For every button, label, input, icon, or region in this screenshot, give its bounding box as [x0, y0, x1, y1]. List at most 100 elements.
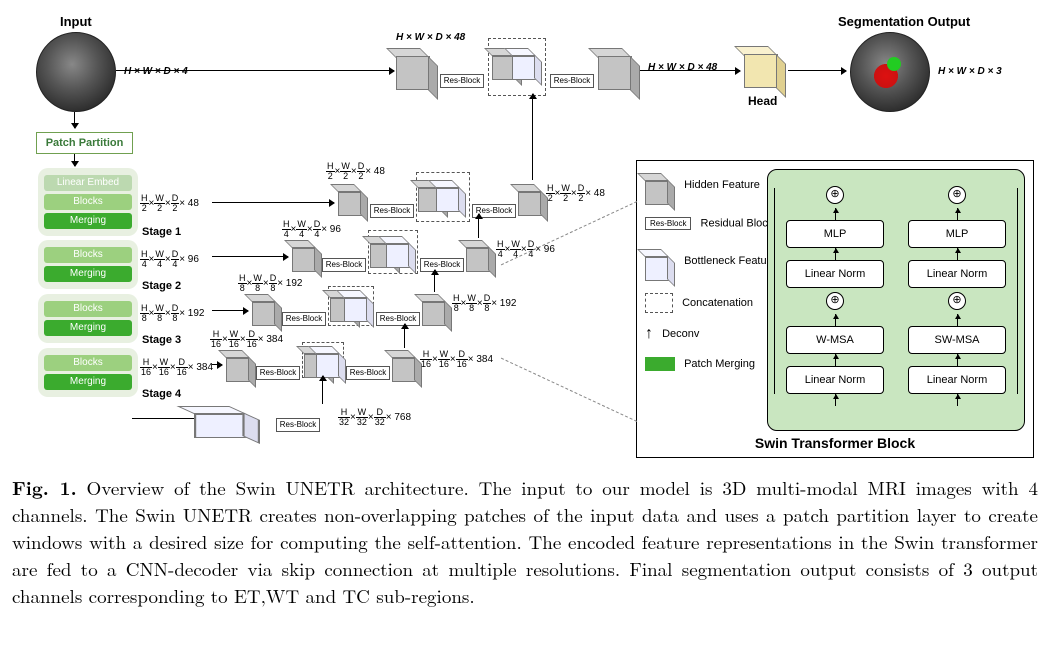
bottleneck-block — [194, 406, 260, 436]
hidden-feature-block — [598, 48, 638, 88]
arrow — [212, 364, 222, 365]
residual-line — [774, 288, 775, 394]
stage3-dim: H8×W8×D8× 192 — [140, 304, 205, 323]
deconv-arrow — [532, 94, 533, 180]
wmsa-box: W-MSA — [786, 326, 884, 354]
dim-top-in: H × W × D × 48 — [396, 32, 465, 43]
add-icon: ⊕ — [948, 292, 966, 310]
encoder-stage-3: Blocks Merging — [38, 294, 138, 343]
legend-row-deconv: ↑ Deconv — [645, 325, 699, 343]
caption-text: Overview of the Swin UNETR architecture.… — [12, 474, 1038, 609]
residual-line — [774, 188, 775, 304]
hidden-feature-block — [518, 184, 548, 214]
ln-box: Linear Norm — [908, 366, 1006, 394]
deconv-arrow — [478, 214, 479, 238]
hidden-feature-block — [466, 240, 496, 270]
add-icon: ⊕ — [948, 186, 966, 204]
bottleneck-block — [386, 236, 416, 266]
mlp-box: MLP — [908, 220, 1006, 248]
merging: Merging — [44, 374, 132, 390]
hidden-feature-block — [252, 294, 282, 324]
swin-col-right: ⊕ MLP Linear Norm ⊕ SW-MSA Linear Norm — [902, 182, 1012, 402]
legend-text: Bottleneck Feature — [684, 255, 776, 267]
stage4-label: Stage 4 — [142, 388, 181, 400]
residual-line — [1017, 188, 1018, 304]
legend-panel: Hidden Feature Res-Block Residual Block … — [636, 160, 1034, 458]
hidden-feature-block — [396, 48, 436, 88]
dim-r2-in: H4×W4×D4× 96 — [282, 220, 341, 239]
stage2-dim: H4×W4×D4× 96 — [140, 250, 199, 269]
hidden-feature-block — [226, 350, 256, 380]
output-label: Segmentation Output — [838, 14, 970, 29]
res-block: Res-Block — [256, 366, 300, 380]
hidden-feature-block — [338, 184, 368, 214]
blocks: Blocks — [44, 247, 132, 263]
output-dim: H × W × D × 3 — [938, 66, 1002, 77]
arrow — [640, 70, 740, 71]
blocks: Blocks — [44, 355, 132, 371]
encoder-stage-1: Linear Embed Blocks Merging — [38, 168, 138, 236]
legend-row-residual: Res-Block Residual Block — [645, 217, 773, 230]
swin-transformer-block: ⊕ MLP Linear Norm ⊕ W-MSA Linear Norm ⊕ … — [767, 169, 1025, 431]
add-icon: ⊕ — [826, 186, 844, 204]
arrow — [212, 202, 334, 203]
legend-row-bottleneck: Bottleneck Feature — [645, 249, 776, 282]
dim-r5: H32×W32×D32× 768 — [338, 408, 411, 427]
res-block: Res-Block — [346, 366, 390, 380]
stage1-label: Stage 1 — [142, 226, 181, 238]
legend-row-concat: Concatenation — [645, 293, 753, 313]
bottleneck-block — [344, 290, 374, 320]
arrow — [788, 70, 846, 71]
hidden-feature-block — [292, 240, 322, 270]
head-block — [744, 46, 784, 86]
arrow — [74, 112, 75, 128]
encoder-stage-2: Blocks Merging — [38, 240, 138, 289]
stage4-dim: H16×W16×D16× 384 — [140, 358, 213, 377]
legend-text: Residual Block — [701, 217, 774, 229]
blocks: Blocks — [44, 301, 132, 317]
deconv-arrow — [404, 324, 405, 348]
legend-text: Patch Merging — [684, 358, 755, 370]
dim-top-out: H × W × D × 48 — [648, 62, 717, 73]
residual-line — [1017, 288, 1018, 394]
ln-box: Linear Norm — [786, 260, 884, 288]
dim-r1-in: H2×W2×D2× 48 — [326, 162, 385, 181]
arrow — [74, 154, 75, 166]
deconv-arrow — [434, 270, 435, 292]
swin-title: Swin Transformer Block — [637, 435, 1033, 451]
res-block: Res-Block — [420, 258, 464, 272]
head-label: Head — [748, 94, 777, 108]
input-brain — [36, 32, 116, 112]
dim-r3-in: H8×W8×D8× 192 — [238, 274, 303, 293]
figure-label: Fig. 1. — [12, 473, 77, 501]
input-label: Input — [60, 14, 92, 29]
arrow — [212, 310, 248, 311]
legend-row-hidden: Hidden Feature — [645, 173, 760, 206]
architecture-diagram: Input H × W × D × 4 Patch Partition Line… — [12, 12, 1038, 462]
output-brain — [850, 32, 930, 112]
encoder-stage-4: Blocks Merging — [38, 348, 138, 397]
res-block: Res-Block — [550, 74, 594, 88]
blocks: Blocks — [44, 194, 132, 210]
legend-text: Deconv — [662, 328, 699, 340]
patch-partition-box: Patch Partition — [36, 132, 133, 154]
linear-embed: Linear Embed — [44, 175, 132, 191]
dim-r1-out: H2×W2×D2× 48 — [546, 184, 605, 203]
bottleneck-block — [512, 48, 542, 78]
arrow — [212, 256, 288, 257]
mlp-box: MLP — [786, 220, 884, 248]
arrow — [116, 70, 394, 71]
stage1-dim: H2×W2×D2× 48 — [140, 194, 199, 213]
res-block: Res-Block — [276, 418, 320, 432]
swin-col-left: ⊕ MLP Linear Norm ⊕ W-MSA Linear Norm — [780, 182, 890, 402]
input-dim: H × W × D × 4 — [124, 66, 188, 77]
res-block: Res-Block — [322, 258, 366, 272]
hidden-feature-block — [422, 294, 452, 324]
legend-text: Concatenation — [682, 297, 753, 309]
res-block: Res-Block — [376, 312, 420, 326]
dim-r4-out: H16×W16×D16× 384 — [420, 350, 493, 369]
merging: Merging — [44, 266, 132, 282]
ln-box: Linear Norm — [786, 366, 884, 394]
merging: Merging — [44, 213, 132, 229]
dim-r3-out: H8×W8×D8× 192 — [452, 294, 517, 313]
